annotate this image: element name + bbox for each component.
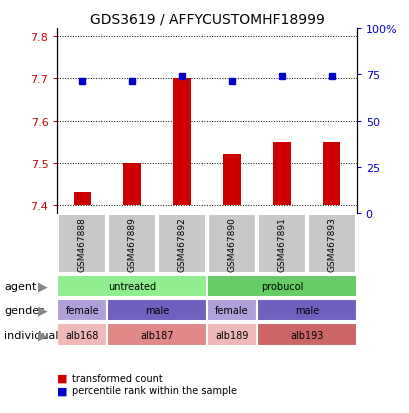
- Text: alb193: alb193: [290, 330, 323, 340]
- Text: transformed count: transformed count: [72, 373, 162, 383]
- Text: untreated: untreated: [108, 281, 156, 291]
- Bar: [322, 142, 339, 205]
- Text: individual: individual: [4, 330, 58, 340]
- FancyBboxPatch shape: [58, 214, 106, 273]
- FancyBboxPatch shape: [57, 299, 107, 322]
- Text: alb187: alb187: [140, 330, 173, 340]
- Text: ▶: ▶: [38, 304, 48, 317]
- Text: GSM467893: GSM467893: [326, 216, 335, 271]
- Text: GSM467889: GSM467889: [128, 216, 136, 271]
- FancyBboxPatch shape: [257, 214, 305, 273]
- Text: ■: ■: [57, 373, 68, 383]
- Text: ▶: ▶: [38, 280, 48, 293]
- FancyBboxPatch shape: [107, 324, 207, 346]
- Text: male: male: [145, 306, 169, 316]
- Text: female: female: [65, 306, 99, 316]
- FancyBboxPatch shape: [307, 214, 355, 273]
- FancyBboxPatch shape: [207, 324, 256, 346]
- Text: ■: ■: [57, 385, 68, 395]
- FancyBboxPatch shape: [256, 324, 356, 346]
- Text: GSM467888: GSM467888: [78, 216, 87, 271]
- FancyBboxPatch shape: [207, 275, 356, 297]
- FancyBboxPatch shape: [207, 214, 255, 273]
- FancyBboxPatch shape: [107, 299, 207, 322]
- FancyBboxPatch shape: [207, 299, 256, 322]
- Bar: [223, 155, 240, 205]
- Text: female: female: [215, 306, 248, 316]
- FancyBboxPatch shape: [57, 275, 207, 297]
- Bar: [123, 163, 141, 205]
- Bar: [173, 79, 190, 205]
- FancyBboxPatch shape: [256, 299, 356, 322]
- Text: GSM467892: GSM467892: [177, 216, 186, 271]
- Text: ▶: ▶: [38, 328, 48, 341]
- Text: alb189: alb189: [215, 330, 248, 340]
- Text: percentile rank within the sample: percentile rank within the sample: [72, 385, 236, 395]
- Text: probucol: probucol: [260, 281, 302, 291]
- Text: male: male: [294, 306, 318, 316]
- FancyBboxPatch shape: [158, 214, 206, 273]
- Bar: [74, 192, 91, 205]
- FancyBboxPatch shape: [108, 214, 156, 273]
- Text: GSM467890: GSM467890: [227, 216, 236, 271]
- Text: alb168: alb168: [65, 330, 99, 340]
- FancyBboxPatch shape: [57, 324, 107, 346]
- Bar: [272, 142, 290, 205]
- Text: GSM467891: GSM467891: [277, 216, 285, 271]
- Text: gender: gender: [4, 306, 44, 316]
- Title: GDS3619 / AFFYCUSTOMHF18999: GDS3619 / AFFYCUSTOMHF18999: [90, 12, 324, 26]
- Text: agent: agent: [4, 281, 36, 291]
